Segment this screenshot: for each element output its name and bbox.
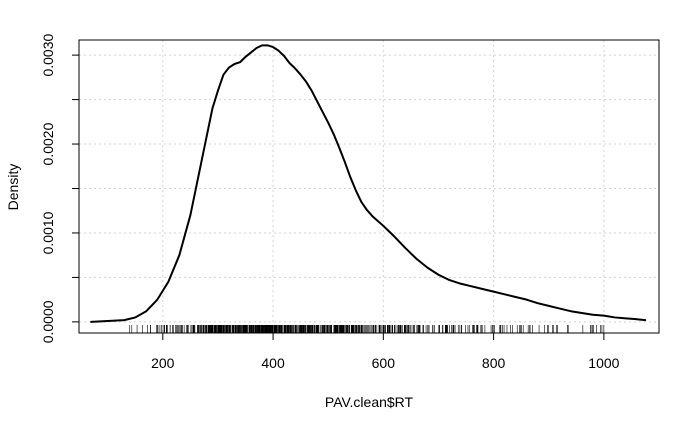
y-tick-label: 0.0010: [40, 211, 56, 254]
x-tick-label: 400: [261, 355, 285, 371]
rug-marks: [129, 325, 605, 333]
x-tick-label: 1000: [588, 355, 619, 371]
y-tick-label: 0.0030: [40, 33, 56, 76]
density-curve: [90, 44, 647, 323]
grid-lines: [79, 40, 659, 333]
x-tick-label: 800: [482, 355, 506, 371]
y-axis: 0.0000 0.0010 0.0020 0.0030: [40, 33, 80, 343]
x-tick-label: 600: [372, 355, 396, 371]
x-axis-label: PAV.clean$RT: [325, 394, 414, 410]
y-tick-label: 0.0020: [40, 122, 56, 165]
x-tick-label: 200: [151, 355, 175, 371]
y-axis-label: Density: [5, 164, 21, 211]
y-tick-label: 0.0000: [40, 300, 56, 343]
x-axis: 200 400 600 800 1000: [151, 332, 620, 371]
plot-frame: [78, 39, 660, 334]
